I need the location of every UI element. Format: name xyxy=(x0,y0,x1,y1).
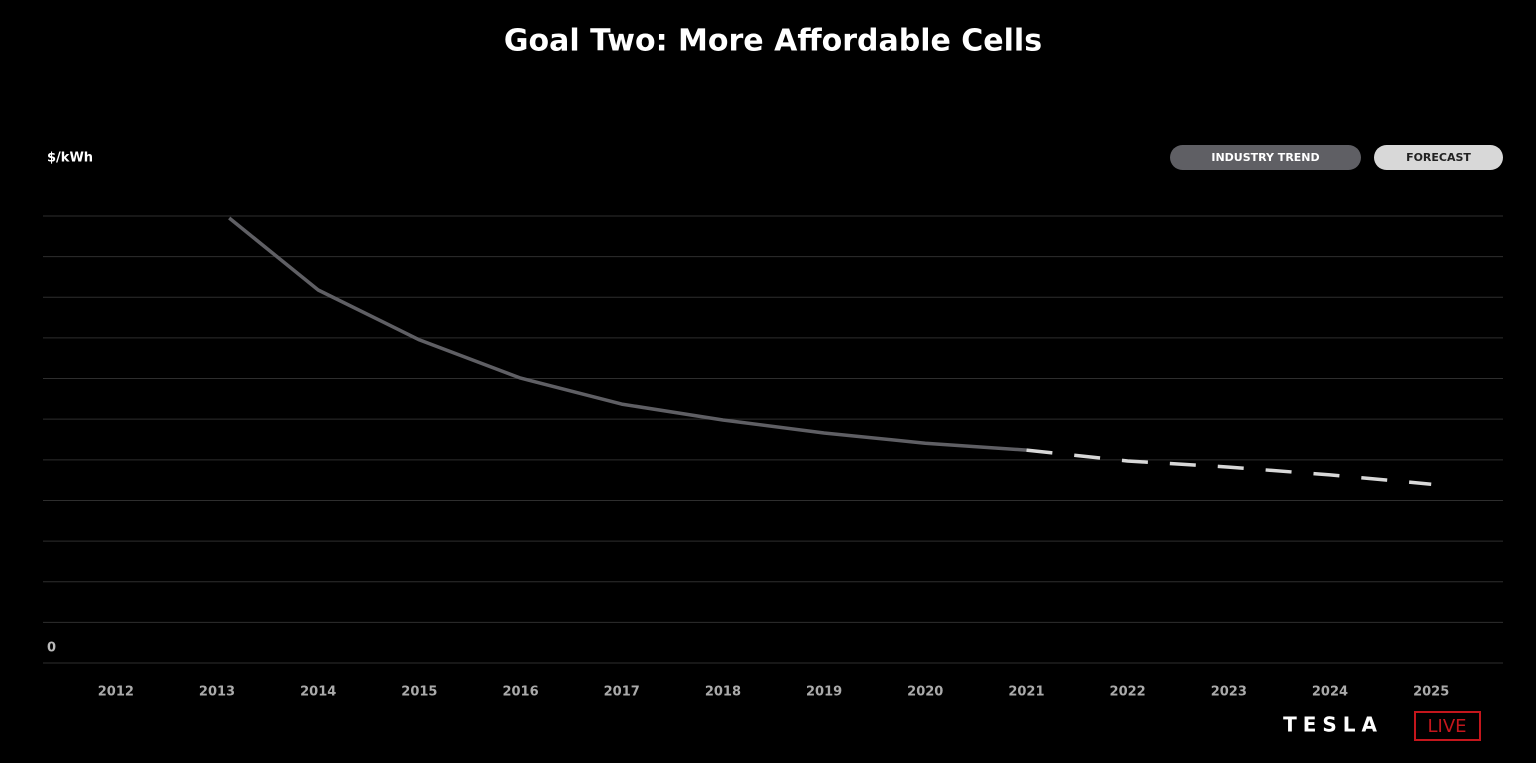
x-tick-label: 2023 xyxy=(1211,685,1247,700)
legend-label: INDUSTRY TREND xyxy=(1211,151,1319,164)
chart-title: Goal Two: More Affordable Cells xyxy=(504,24,1042,59)
x-tick-label: 2012 xyxy=(98,685,134,700)
x-tick-label: 2021 xyxy=(1008,685,1044,700)
y-tick-label: 0 xyxy=(47,641,56,656)
series-line xyxy=(1026,448,1432,486)
series-line xyxy=(228,216,1027,452)
x-tick-label: 2020 xyxy=(907,685,943,700)
y-axis-label: $/kWh xyxy=(47,151,93,166)
x-tick-label: 2022 xyxy=(1110,685,1146,700)
x-tick-label: 2018 xyxy=(705,685,741,700)
brand-logo: TESLA xyxy=(1283,713,1383,737)
x-tick-label: 2015 xyxy=(401,685,437,700)
badge-frame xyxy=(1414,711,1481,741)
badge: LIVE xyxy=(1427,716,1466,737)
x-tick-label: 2025 xyxy=(1413,685,1449,700)
x-tick-label: 2016 xyxy=(502,685,538,700)
legend-label: FORECAST xyxy=(1406,151,1471,164)
legend-swatch xyxy=(1170,145,1361,170)
x-tick-label: 2013 xyxy=(199,685,235,700)
x-tick-label: 2017 xyxy=(604,685,640,700)
x-tick-label: 2019 xyxy=(806,685,842,700)
legend-swatch xyxy=(1374,145,1503,170)
x-tick-label: 2024 xyxy=(1312,685,1348,700)
x-tick-label: 2014 xyxy=(300,685,336,700)
